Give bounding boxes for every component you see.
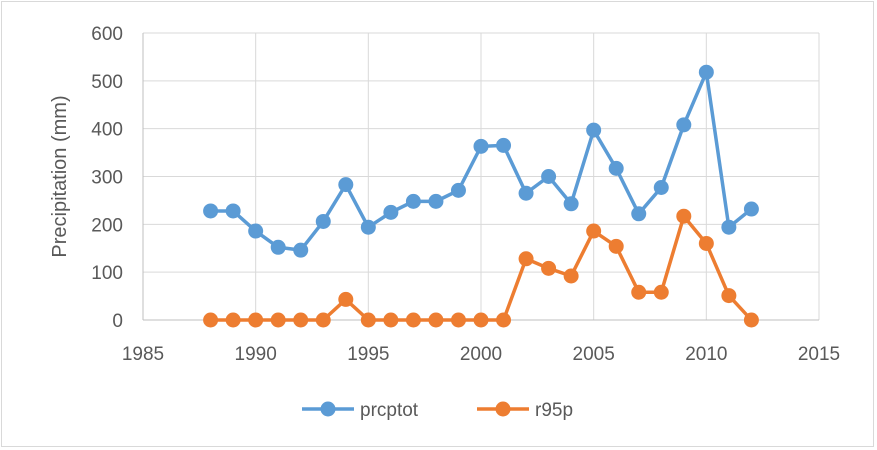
data-point-prcptot [315,213,331,229]
series [203,64,759,328]
y-tick-label: 200 [91,215,123,236]
y-tick-label: 300 [91,168,123,189]
data-point-prcptot [608,160,624,176]
legend-label: prcptot [360,400,419,421]
data-point-prcptot [450,182,466,198]
data-point-prcptot [293,242,309,258]
legend-label: r95p [535,400,573,421]
data-point-r95p [405,312,421,328]
legend-item-r95p: r95p [477,400,573,421]
data-point-prcptot [383,204,399,220]
data-point-r95p [225,312,241,328]
data-point-r95p [338,291,354,307]
data-point-prcptot [518,185,534,201]
data-point-r95p [450,312,466,328]
legend-item-prcptot: prcptot [302,400,419,421]
y-tick-label: 100 [91,263,123,284]
y-tick-label: 500 [91,72,123,93]
x-tick-label: 2010 [685,344,727,365]
series-prcptot [203,64,759,258]
data-point-prcptot [653,180,669,196]
y-tick-label: 600 [91,24,123,45]
y-tick-label: 400 [91,120,123,141]
x-tick-label: 1985 [122,344,164,365]
x-tick-label: 2000 [460,344,502,365]
data-point-r95p [698,235,714,251]
data-point-prcptot [473,138,489,154]
x-tick-label: 2015 [798,344,840,365]
data-point-prcptot [270,239,286,255]
data-point-prcptot [721,219,737,235]
data-point-r95p [203,312,219,328]
data-point-r95p [518,251,534,267]
data-point-prcptot [405,193,421,209]
data-point-prcptot [698,64,714,80]
data-point-prcptot [586,122,602,138]
data-point-r95p [563,268,579,284]
data-point-r95p [608,238,624,254]
data-point-r95p [631,284,647,300]
data-point-r95p [496,312,512,328]
data-point-r95p [541,260,557,276]
data-point-prcptot [225,203,241,219]
series-r95p [203,208,759,328]
data-point-r95p [360,312,376,328]
data-point-prcptot [248,223,264,239]
gridlines [143,32,820,320]
data-point-r95p [743,312,759,328]
data-point-r95p [676,208,692,224]
data-point-prcptot [360,219,376,235]
data-point-prcptot [676,117,692,133]
legend-marker [495,401,511,417]
data-point-r95p [473,312,489,328]
data-point-r95p [428,312,444,328]
data-point-prcptot [631,206,647,222]
data-point-r95p [293,312,309,328]
data-point-prcptot [428,193,444,209]
data-point-r95p [270,312,286,328]
data-point-prcptot [541,169,557,184]
data-point-r95p [383,312,399,328]
data-point-r95p [248,312,264,328]
data-point-prcptot [563,196,579,212]
data-point-prcptot [496,137,512,153]
y-tick-label: 0 [112,311,123,332]
data-point-r95p [586,223,602,239]
data-point-r95p [315,312,331,328]
x-tick-label: 1990 [235,344,277,365]
data-point-r95p [721,288,737,304]
legend-marker [320,401,336,417]
tick-labels: 0 100 200 300 400 500 600 1985 1990 1995 2000 2005 2… [91,24,840,365]
x-tick-label: 1995 [347,344,389,365]
y-axis-title: Precipitation (mm) [49,95,71,257]
data-point-r95p [653,284,669,300]
x-tick-label: 2005 [573,344,615,365]
data-point-prcptot [203,203,219,219]
legend: prcptot r95p [302,400,573,421]
data-point-prcptot [338,177,354,193]
data-point-prcptot [743,201,759,217]
